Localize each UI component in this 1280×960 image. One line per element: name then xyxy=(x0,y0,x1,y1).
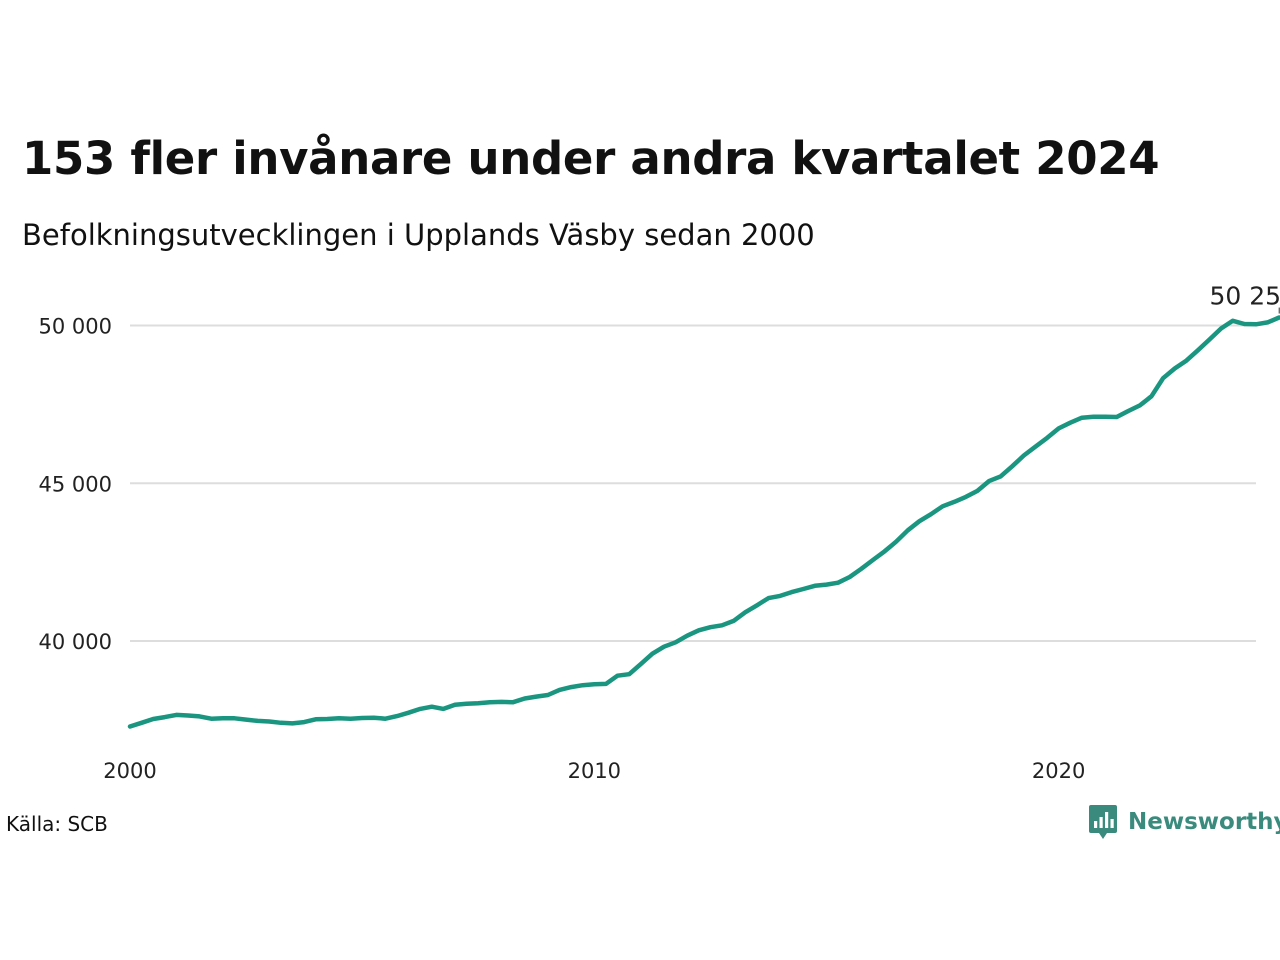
source-note: Källa: SCB xyxy=(6,812,108,836)
y-axis-labels: 40 000 45 000 50 000 xyxy=(39,315,112,654)
brand-name: Newsworthy xyxy=(1128,809,1280,835)
y-tick-label: 45 000 xyxy=(39,472,112,496)
brand-logo: Newsworthy xyxy=(1088,804,1280,840)
population-line xyxy=(127,315,1280,729)
y-tick-label: 50 000 xyxy=(39,315,112,339)
grid-lines xyxy=(130,324,1256,643)
x-axis-labels: 2000 2010 2020 xyxy=(103,759,1085,783)
chart-title: 153 fler invånare under andra kvartalet … xyxy=(22,132,1160,185)
end-value-label: 50 254 xyxy=(1209,282,1280,311)
newsworthy-logo-icon xyxy=(1089,805,1117,839)
y-tick-label: 40 000 xyxy=(39,630,112,654)
x-tick-label: 2010 xyxy=(568,759,621,783)
x-tick-label: 2020 xyxy=(1032,759,1085,783)
chart-subtitle: Befolkningsutvecklingen i Upplands Väsby… xyxy=(22,218,815,252)
x-tick-label: 2000 xyxy=(103,759,156,783)
